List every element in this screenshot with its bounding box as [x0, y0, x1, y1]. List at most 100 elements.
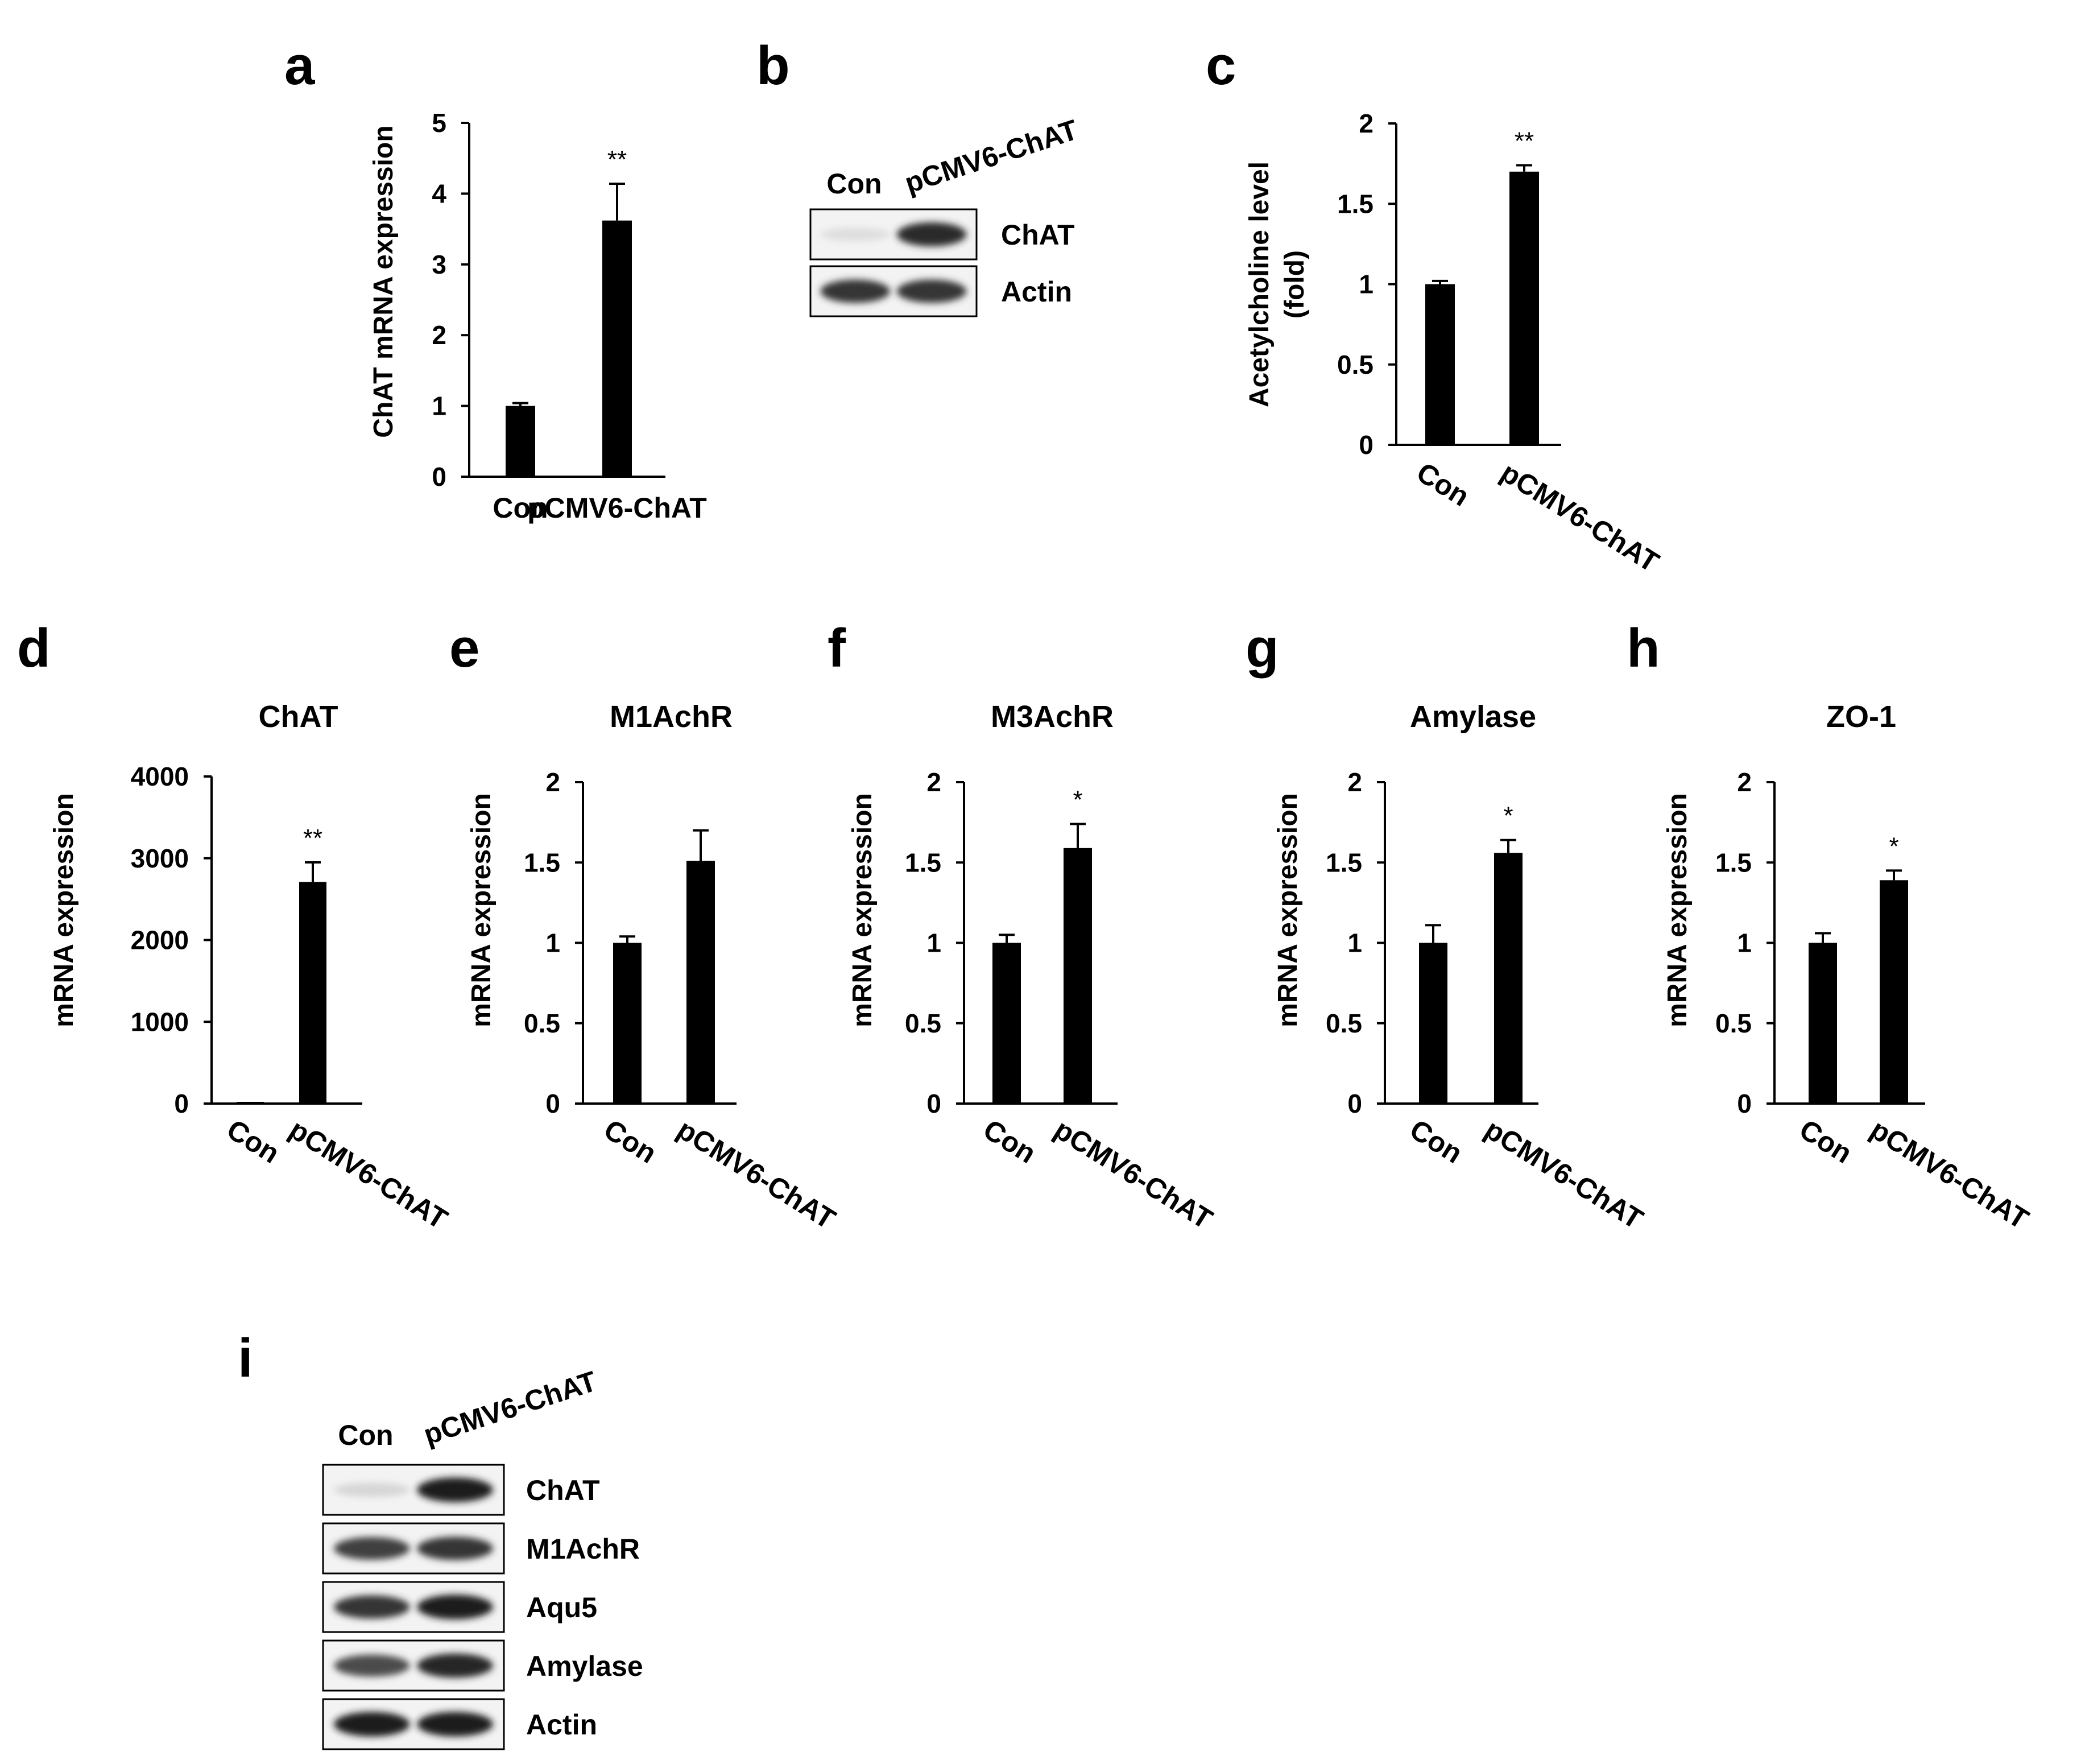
significance-marker: **	[303, 824, 322, 852]
y-tick-label: 0	[1359, 430, 1374, 460]
chart-title: ZO-1	[1826, 700, 1896, 734]
bar-con	[1425, 284, 1455, 445]
chart-title: M1AchR	[610, 700, 733, 734]
y-tick-label: 0.5	[1337, 350, 1374, 379]
x-category-label: Con	[493, 492, 548, 524]
y-tick-label: 1	[432, 391, 446, 421]
y-tick-label: 1.5	[524, 848, 560, 877]
blot-label-actin: Actin	[526, 1709, 597, 1741]
band-con	[334, 1712, 410, 1737]
band-con	[334, 1654, 410, 1677]
y-axis-label: Acetylcholine level	[1244, 162, 1275, 407]
x-category-label: Con	[598, 1113, 662, 1170]
band-con	[820, 228, 891, 241]
band-con	[334, 1595, 410, 1619]
y-tick-label: 1.5	[1337, 189, 1374, 218]
chart-title: Amylase	[1410, 700, 1536, 734]
y-tick-label: 3	[432, 250, 446, 279]
bar-con	[992, 943, 1021, 1104]
significance-marker: **	[607, 146, 627, 173]
y-tick-label: 1	[1737, 928, 1752, 958]
y-tick-label: 2	[926, 767, 941, 797]
y-tick-label: 1.5	[1326, 848, 1362, 877]
blot-label-chat: ChAT	[526, 1474, 600, 1506]
panel-letter-e: e	[449, 618, 479, 679]
chart-panel-h: 0 0.5 1 1.5 2 mRNA expression ZO-1 Con * pCMV6-Ch…	[1662, 700, 2034, 1236]
y-tick-label: 2000	[131, 926, 189, 955]
x-category-label: pCMV6-ChAT	[1049, 1113, 1218, 1236]
x-category-label: Con	[1794, 1113, 1858, 1170]
blot-label-actin: Actin	[1001, 276, 1072, 308]
significance-marker: *	[1889, 832, 1898, 860]
band-treated	[896, 222, 967, 247]
x-category-label: pCMV6-ChAT	[527, 492, 707, 524]
x-category-label: Con	[1411, 456, 1475, 513]
panel-letter-g: g	[1246, 618, 1279, 679]
y-tick-label: 1	[545, 928, 560, 958]
x-category-label: Con	[1404, 1113, 1468, 1170]
y-tick-label: 2	[1347, 767, 1362, 797]
bar-pcmv6-chat	[686, 861, 715, 1104]
panel-letter-b: b	[756, 35, 790, 96]
x-category-label: Con	[978, 1113, 1041, 1170]
bar-con	[237, 1102, 264, 1104]
western-blot-i: Con pCMV6-ChAT ChAT M1AchR Aqu5 Amylase Actin	[322, 1365, 643, 1750]
bar-pcmv6-chat	[1509, 171, 1539, 445]
band-con	[334, 1537, 410, 1560]
y-axis-label: mRNA expression	[466, 793, 497, 1027]
chart-panel-d: 0 1000 2000 3000 4000 mRNA expression ChAT Con *…	[49, 700, 453, 1236]
chart-title: M3AchR	[991, 700, 1114, 734]
y-axis-label: mRNA expression	[847, 793, 878, 1027]
lane-label-con: Con	[826, 168, 882, 200]
panel-letter-f: f	[828, 618, 846, 679]
bar-con	[613, 943, 642, 1104]
y-tick-label: 1	[1347, 928, 1362, 958]
bar-pcmv6-chat	[1880, 880, 1908, 1104]
lane-label-treated: pCMV6-ChAT	[901, 114, 1082, 200]
band-treated	[417, 1536, 493, 1560]
y-tick-label: 0	[432, 462, 446, 491]
x-category-label: Con	[221, 1113, 285, 1170]
bar-con	[1809, 943, 1837, 1104]
y-axis-label: ChAT mRNA expression	[369, 125, 399, 437]
y-tick-label: 1	[1359, 270, 1374, 299]
y-tick-label: 2	[1737, 767, 1752, 797]
panel-letter-i: i	[238, 1328, 253, 1389]
y-tick-label: 1.5	[1715, 848, 1752, 877]
y-tick-label: 0	[1737, 1089, 1752, 1118]
y-tick-label: 0.5	[1715, 1009, 1752, 1038]
panel-letter-a: a	[284, 35, 315, 96]
y-tick-label: 4000	[131, 762, 189, 791]
bar-pcmv6-chat	[1064, 848, 1092, 1104]
significance-marker: *	[1503, 802, 1513, 830]
x-category-label: pCMV6-ChAT	[1495, 456, 1664, 579]
western-blot-b: Con pCMV6-ChAT ChAT Actin	[809, 114, 1082, 317]
band-con	[334, 1482, 410, 1497]
y-tick-label: 2	[545, 767, 560, 797]
y-tick-label: 1000	[131, 1007, 189, 1036]
blot-label-m1achr: M1AchR	[526, 1533, 640, 1565]
y-axis-label: mRNA expression	[1273, 793, 1303, 1027]
y-axis-label: mRNA expression	[49, 793, 79, 1027]
y-axis-label-line2: (fold)	[1280, 250, 1310, 319]
bar-pcmv6-chat	[299, 882, 326, 1104]
y-tick-label: 0	[926, 1089, 941, 1118]
panel-letter-h: h	[1627, 618, 1660, 679]
blot-label-aqu5: Aqu5	[526, 1592, 597, 1623]
significance-marker: *	[1073, 786, 1082, 813]
significance-marker: **	[1515, 127, 1534, 155]
band-treated	[896, 279, 967, 303]
chart-title: ChAT	[259, 700, 338, 734]
band-treated	[417, 1477, 493, 1502]
y-tick-label: 0.5	[1326, 1009, 1362, 1038]
lane-label-con: Con	[338, 1419, 393, 1451]
y-tick-label: 1.5	[905, 848, 941, 877]
blot-label-chat: ChAT	[1001, 219, 1075, 251]
band-treated	[417, 1653, 493, 1678]
x-category-label: pCMV6-ChAT	[1865, 1113, 2034, 1236]
chart-panel-g: 0 0.5 1 1.5 2 mRNA expression Amylase Con * pCMV6…	[1273, 700, 1649, 1236]
bar-pcmv6-chat	[1494, 853, 1523, 1104]
y-tick-label: 4	[432, 179, 446, 208]
y-tick-label: 0	[1347, 1089, 1362, 1118]
